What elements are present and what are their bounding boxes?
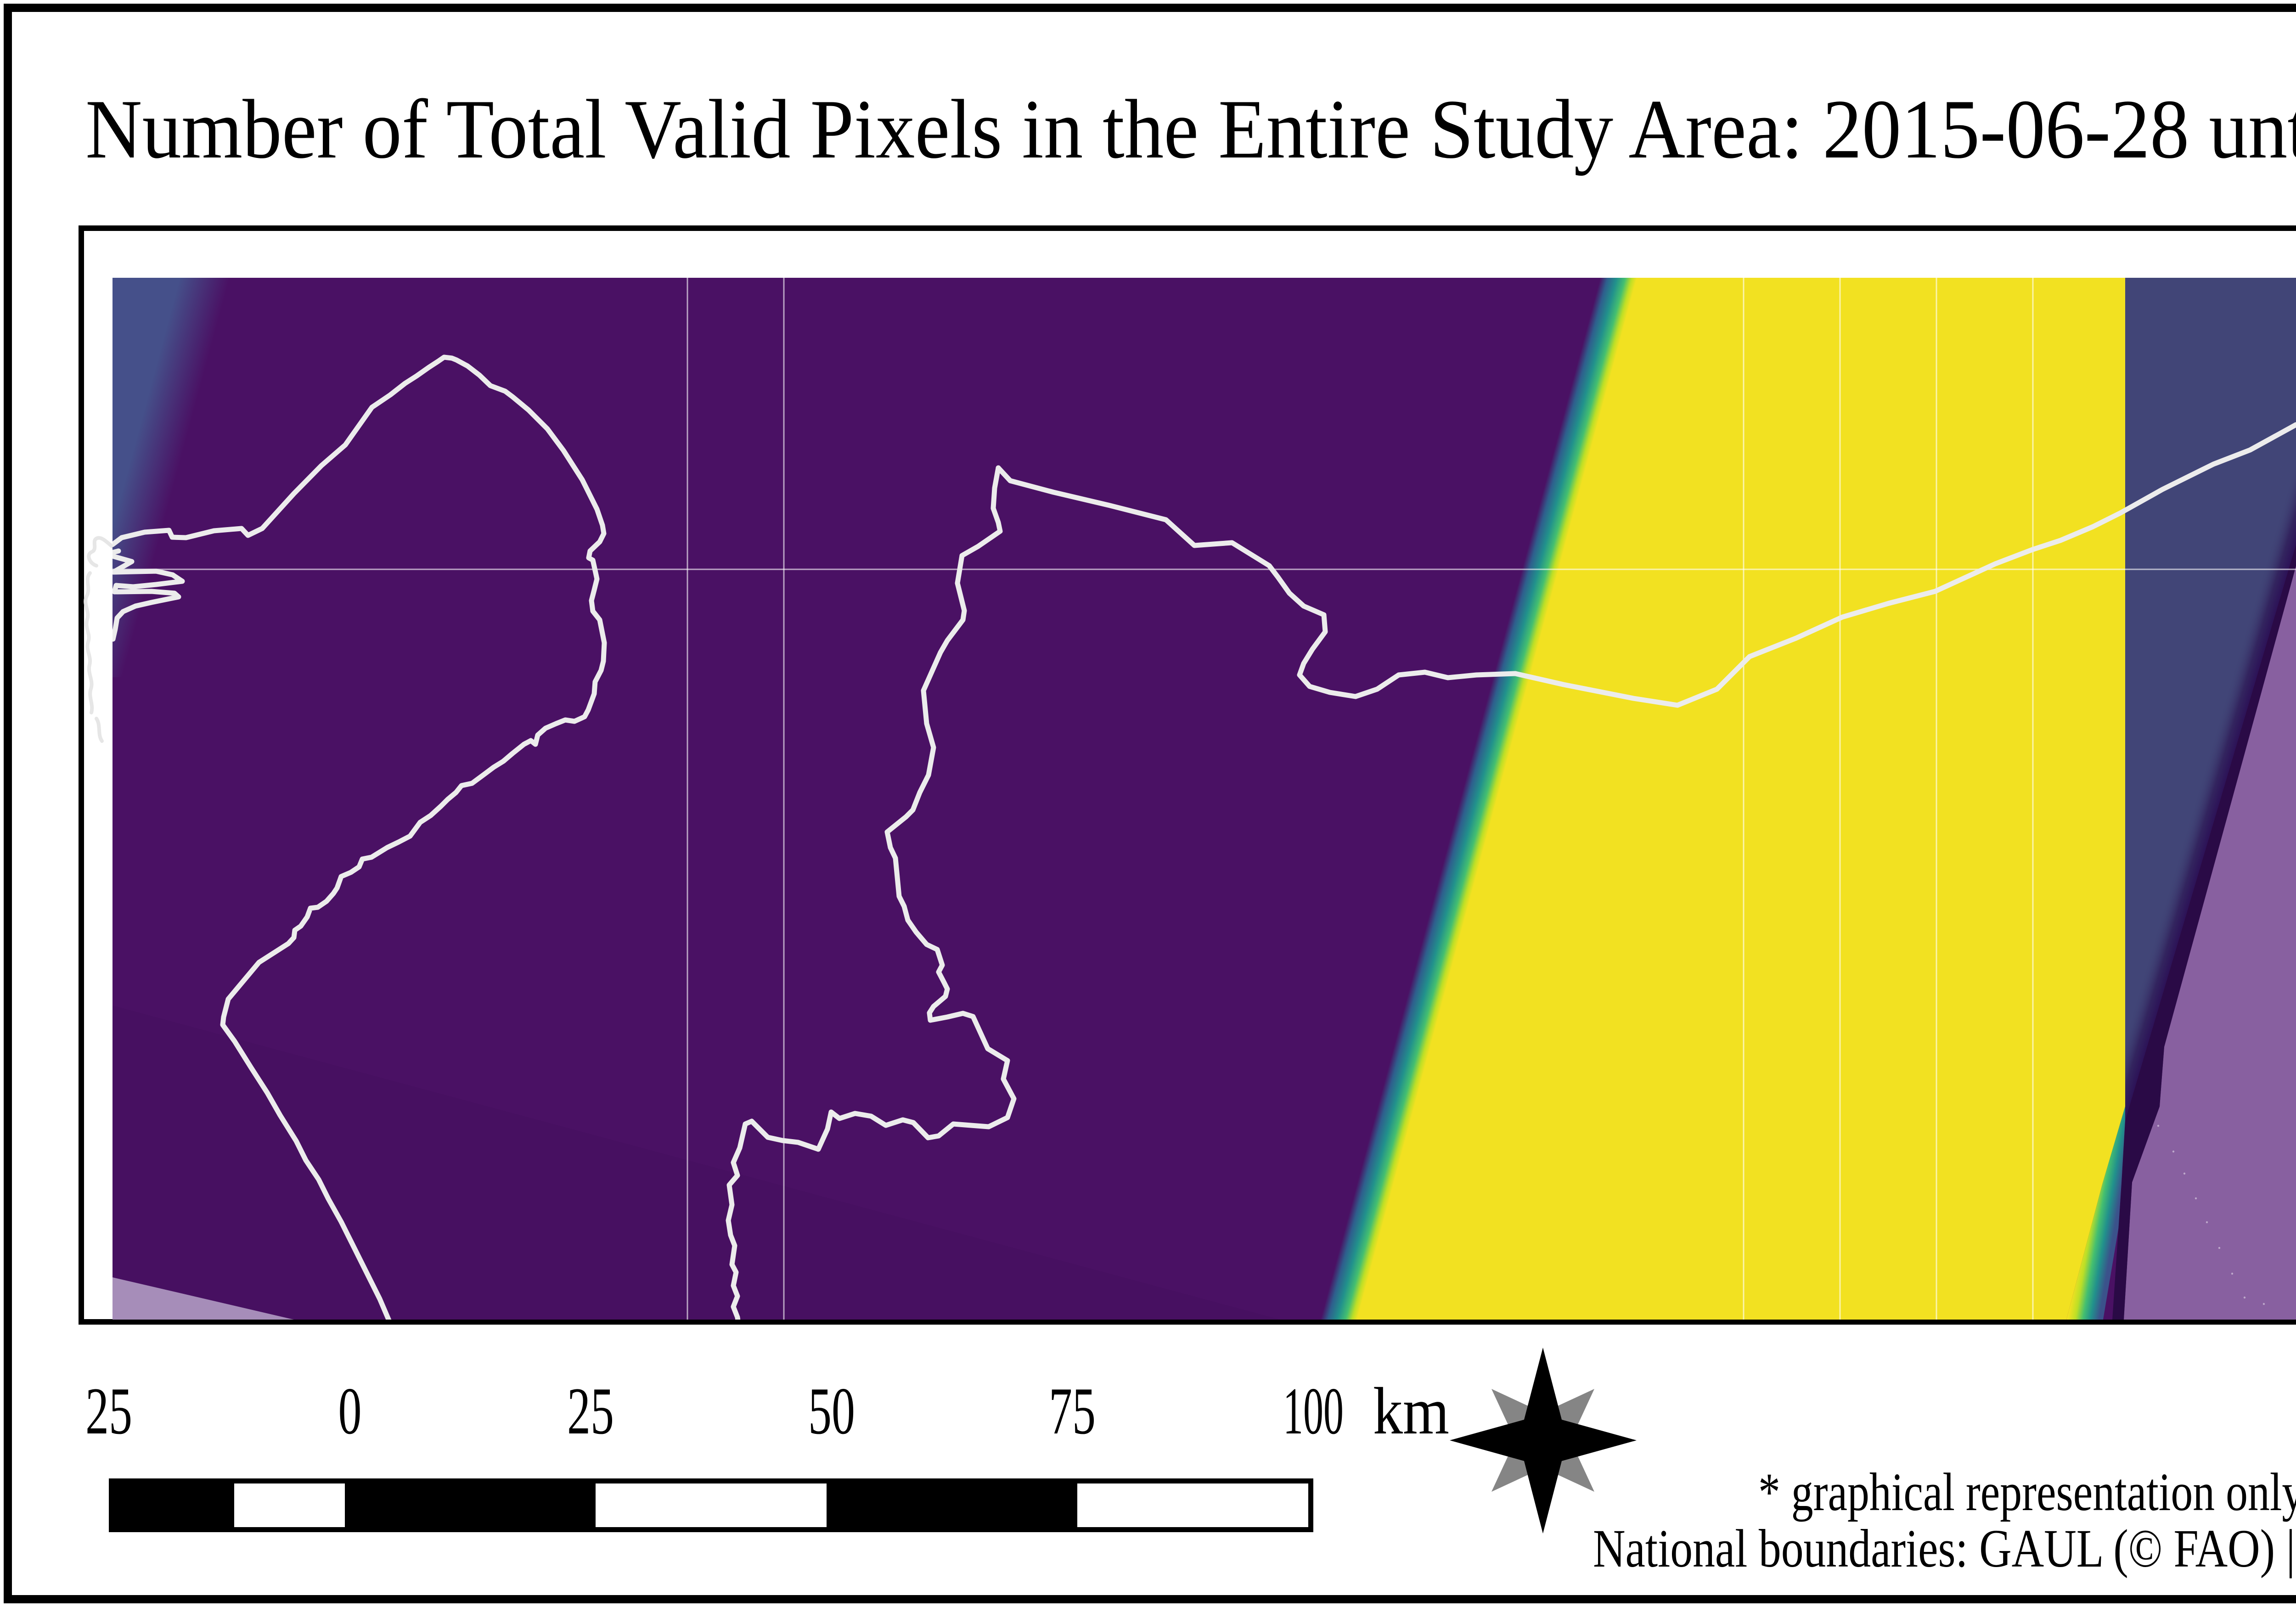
svg-text:25: 25 — [567, 1374, 614, 1448]
svg-text:0: 0 — [338, 1374, 362, 1448]
svg-text:100: 100 — [1283, 1374, 1344, 1448]
svg-text:25: 25 — [85, 1374, 132, 1448]
svg-text:50: 50 — [808, 1374, 855, 1448]
svg-text:National boundaries: GAUL (© F: National boundaries: GAUL (© FAO) | Proj… — [1593, 1518, 2296, 1579]
svg-text:Number of Total Valid Pixels i: Number of Total Valid Pixels in the Enti… — [85, 82, 2296, 176]
svg-text:* graphical representation onl: * graphical representation only meant to… — [1758, 1462, 2296, 1522]
svg-text:75: 75 — [1049, 1374, 1096, 1448]
svg-text:km: km — [1373, 1374, 1449, 1448]
